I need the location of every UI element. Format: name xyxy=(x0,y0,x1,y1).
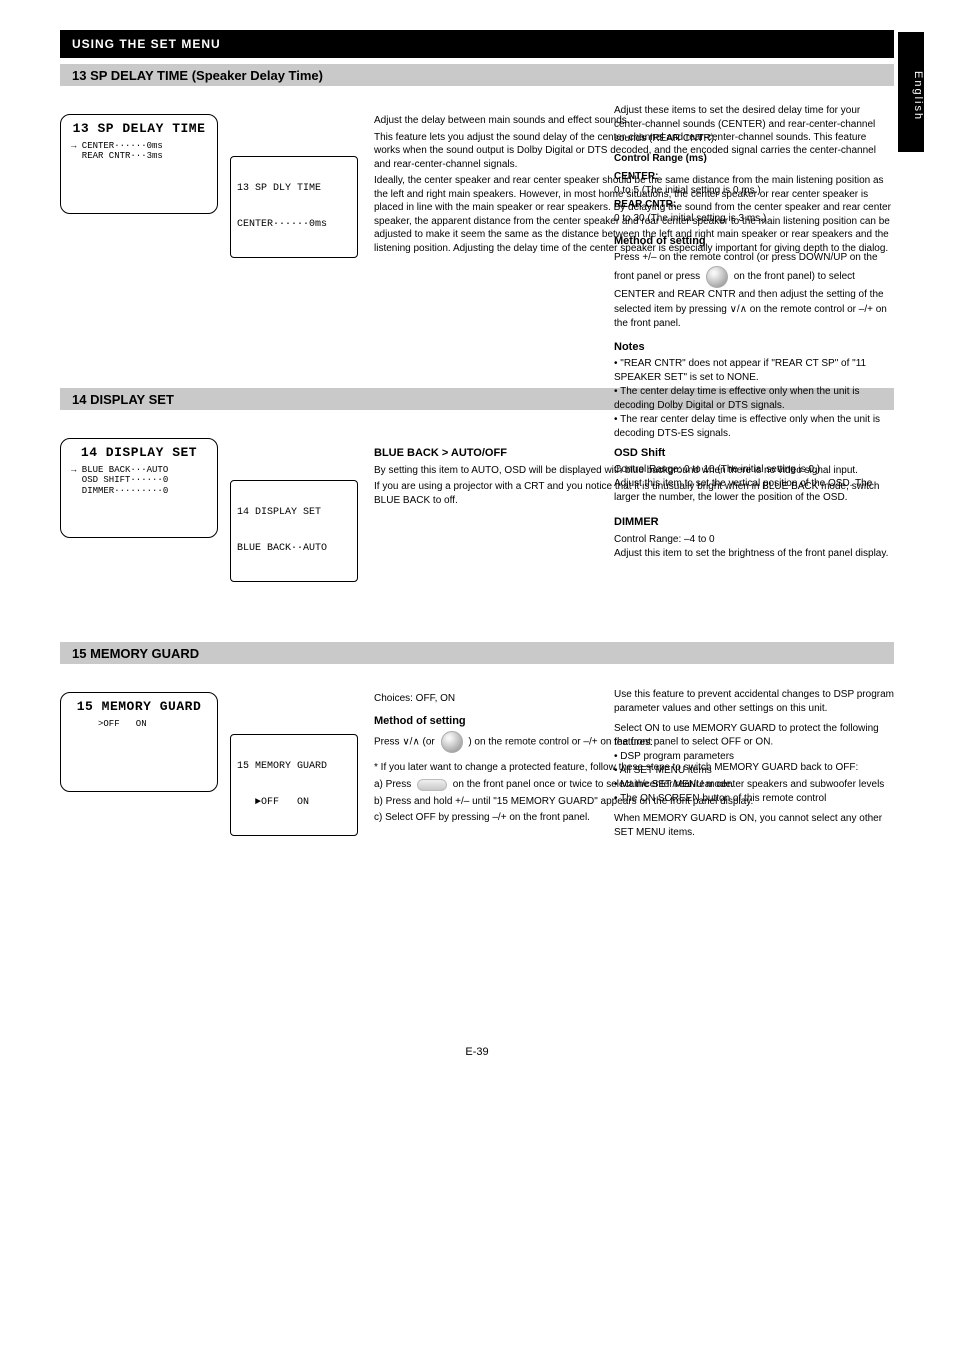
button-icon xyxy=(417,779,447,791)
osd-title-14: 14 DISPLAY SET xyxy=(71,445,207,461)
s15-b1: • DSP program parameters xyxy=(614,750,894,764)
osd-preview-14: 14 DISPLAY SET → BLUE BACK···AUTO OSD SH… xyxy=(60,438,218,538)
osd-line-14-2: OSD SHIFT······0 xyxy=(71,475,207,486)
s13-range-title: Control Range (ms) xyxy=(614,152,894,166)
lcd-line-13-2: CENTER······0ms xyxy=(237,219,351,231)
s15-b3: • Main/center/rear/rear center speakers … xyxy=(614,778,894,792)
s15-b4: • The ON SCREEN button of this remote co… xyxy=(614,792,894,806)
subheader-15: 15 MEMORY GUARD xyxy=(60,642,894,664)
lcd-preview-15: 15 MEMORY GUARD ►OFF ON xyxy=(230,734,358,836)
s13-method-title: Method of setting xyxy=(614,234,894,249)
s14-osd-title: OSD Shift xyxy=(614,446,894,461)
lcd-line-15-2: ►OFF ON xyxy=(237,797,351,809)
osd-line-13-2: REAR CNTR···3ms xyxy=(71,151,207,162)
s14-dimmer-p: Adjust this item to set the brightness o… xyxy=(614,547,894,561)
s13-r-p1: Adjust these items to set the desired de… xyxy=(614,104,894,146)
subheader-13: 13 SP DELAY TIME (Speaker Delay Time) xyxy=(60,64,894,86)
s13-notes-title: Notes xyxy=(614,340,894,355)
lcd-preview-13: 13 SP DLY TIME CENTER······0ms xyxy=(230,156,358,258)
right-col-15: Use this feature to prevent accidental c… xyxy=(614,688,894,840)
osd-title-13: 13 SP DELAY TIME xyxy=(71,121,207,137)
s14-osd-range: Control Range: 0 to 10 (The initial sett… xyxy=(614,463,894,477)
s14-osd-p: Adjust this item to set the vertical pos… xyxy=(614,477,894,505)
lcd-line-13-1: 13 SP DLY TIME xyxy=(237,183,351,195)
knob-icon xyxy=(441,731,463,753)
right-col-14: OSD Shift Control Range: 0 to 10 (The in… xyxy=(614,438,894,561)
s14-dimmer-title: DIMMER xyxy=(614,515,894,530)
s13-center-range: CENTER: 0 to 5 (The initial setting is 0… xyxy=(614,170,894,198)
s13-note2: • The center delay time is effective onl… xyxy=(614,385,894,413)
page-language-tab: English xyxy=(898,32,924,152)
s15-r-p3: When MEMORY GUARD is ON, you cannot sele… xyxy=(614,812,894,840)
lcd-line-14-2: BLUE BACK··AUTO xyxy=(237,543,351,555)
lcd-line-14-1: 14 DISPLAY SET xyxy=(237,507,351,519)
section-header-bar: USING THE SET MENU xyxy=(60,30,894,58)
knob-icon xyxy=(706,266,728,288)
s14-dimmer-range: Control Range: –4 to 0 xyxy=(614,533,894,547)
osd-title-15: 15 MEMORY GUARD xyxy=(71,699,207,715)
osd-line-15-1: >OFF ON xyxy=(71,719,207,730)
s13-rear-range: REAR CNTR: 0 to 30 (The initial setting … xyxy=(614,198,894,226)
osd-preview-13: 13 SP DELAY TIME → CENTER······0ms REAR … xyxy=(60,114,218,214)
osd-line-14-3: DIMMER·········0 xyxy=(71,486,207,497)
s13-method-body: Press +/– on the remote control (or pres… xyxy=(614,251,894,332)
osd-line-13-1: → CENTER······0ms xyxy=(71,141,207,152)
page-footer: E-39 xyxy=(60,1046,894,1058)
s15-r-p1: Use this feature to prevent accidental c… xyxy=(614,688,894,716)
osd-preview-15: 15 MEMORY GUARD >OFF ON xyxy=(60,692,218,792)
s13-note1: • "REAR CNTR" does not appear if "REAR C… xyxy=(614,357,894,385)
osd-line-14-1: → BLUE BACK···AUTO xyxy=(71,465,207,476)
lcd-line-15-1: 15 MEMORY GUARD xyxy=(237,761,351,773)
s15-r-p2: Select ON to use MEMORY GUARD to protect… xyxy=(614,722,894,750)
lcd-preview-14: 14 DISPLAY SET BLUE BACK··AUTO xyxy=(230,480,358,582)
s15-b2: • All SET MENU items xyxy=(614,764,894,778)
right-col-13: Adjust these items to set the desired de… xyxy=(614,104,894,441)
